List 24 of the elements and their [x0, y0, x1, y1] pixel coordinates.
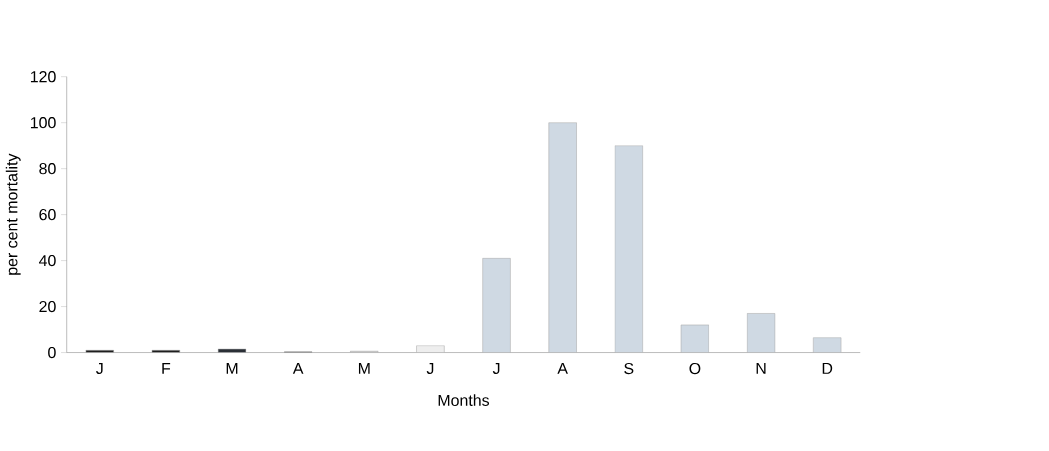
bar: [217, 348, 247, 353]
y-tick-label: 40: [38, 255, 56, 267]
x-tick-label: J: [492, 363, 500, 375]
y-tick-label: 20: [39, 301, 56, 313]
y-tick-label: 60: [39, 209, 56, 221]
x-tick-label: F: [162, 363, 171, 374]
x-tick-label: M: [226, 363, 238, 374]
x-tick-label: J: [96, 363, 103, 375]
x-tick-label: N: [756, 363, 766, 374]
y-tick-label: 100: [30, 117, 56, 129]
bar: [680, 324, 710, 353]
x-tick-label: J: [426, 363, 434, 375]
x-tick-label: M: [358, 363, 370, 374]
x-tick-label: A: [557, 363, 568, 374]
x-tick-label: A: [292, 363, 304, 374]
bar: [614, 145, 643, 353]
y-tick-label: 80: [39, 163, 56, 175]
x-tick-label: O: [689, 363, 701, 375]
x-tick-label: S: [624, 363, 634, 375]
y-tick-label: 0: [48, 347, 56, 359]
x-tick-label: D: [822, 363, 833, 374]
y-tick-label: 120: [30, 71, 56, 83]
x-axis-title: Months: [438, 394, 490, 407]
y-axis-title: per cent mortality: [5, 153, 21, 275]
